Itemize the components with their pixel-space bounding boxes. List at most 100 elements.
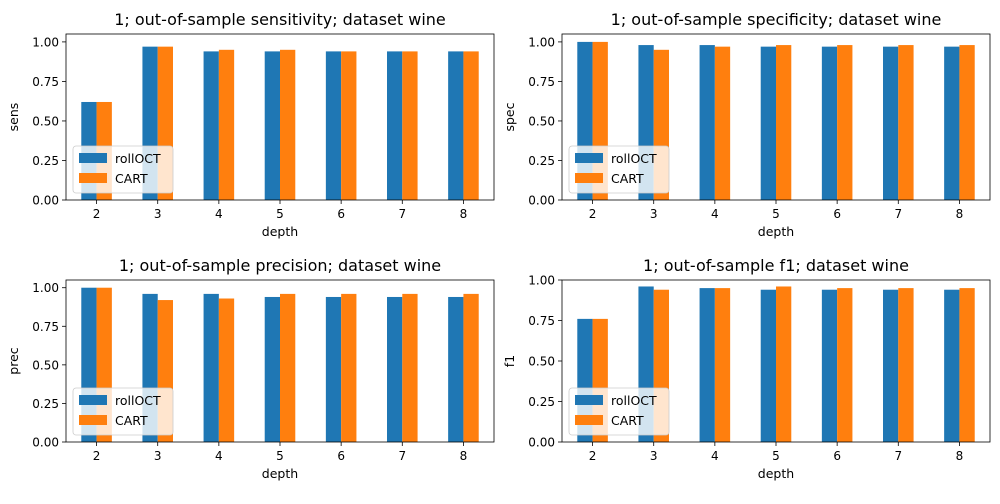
y-axis-label: sens [6, 103, 21, 132]
y-tick-label: 1.00 [528, 274, 555, 288]
y-axis-label: prec [6, 347, 21, 374]
x-tick-label: 6 [833, 449, 841, 463]
x-tick-label: 4 [215, 207, 223, 221]
bar-CART-depth-5 [280, 293, 296, 442]
x-tick-label: 4 [215, 449, 223, 463]
x-tick-label: 2 [93, 207, 101, 221]
bar-CART-depth-7 [898, 45, 914, 200]
bar-rollOCT-depth-6 [325, 51, 342, 200]
legend-swatch-CART [79, 173, 107, 183]
legend-label-CART: CART [611, 171, 644, 186]
bar-CART-depth-6 [837, 288, 853, 442]
x-tick-label: 2 [589, 449, 597, 463]
bar-rollOCT-depth-5 [760, 46, 776, 201]
y-tick-label: 0.75 [528, 75, 555, 89]
bar-CART-depth-4 [714, 288, 731, 442]
x-tick-label: 2 [589, 207, 597, 221]
y-tick-label: 0.00 [32, 194, 59, 208]
x-tick-label: 6 [337, 449, 345, 463]
bar-rollOCT-depth-8 [448, 296, 464, 442]
legend-swatch-rollOCT [79, 395, 107, 405]
bar-CART-depth-8 [959, 288, 975, 442]
y-tick-label: 0.75 [32, 320, 59, 334]
bar-rollOCT-depth-4 [699, 288, 715, 442]
x-tick-label: 2 [93, 449, 101, 463]
legend-label-CART: CART [611, 413, 644, 428]
legend-label-CART: CART [115, 413, 148, 428]
bar-CART-depth-6 [341, 293, 357, 442]
y-tick-label: 0.50 [528, 355, 555, 369]
y-tick-label: 0.25 [528, 395, 555, 409]
x-tick-label: 8 [460, 207, 468, 221]
bar-CART-depth-5 [776, 45, 792, 200]
x-tick-label: 8 [460, 449, 468, 463]
x-tick-label: 7 [894, 449, 902, 463]
bar-rollOCT-depth-5 [264, 296, 280, 442]
x-tick-label: 4 [711, 207, 719, 221]
x-tick-label: 7 [398, 207, 406, 221]
legend: rollOCT CART [568, 145, 670, 194]
chart-panel-4: 2 3 4 5 6 7 8 0.00 0.25 0.50 0.75 1.00 1; out-of-sam… [502, 256, 991, 481]
bar-rollOCT-depth-6 [821, 289, 838, 442]
bar-CART-depth-6 [341, 51, 357, 200]
chart-panel-3: 2 3 4 5 6 7 8 0.00 0.25 0.50 0.75 1.00 1; out-of-sam… [6, 256, 495, 481]
bar-CART-depth-5 [776, 286, 792, 442]
y-tick-label: 1.00 [32, 35, 59, 49]
bar-CART-depth-6 [837, 45, 853, 200]
legend-swatch-CART [575, 173, 603, 183]
bar-rollOCT-depth-4 [203, 293, 219, 442]
x-tick-label: 6 [337, 207, 345, 221]
legend-label-rollOCT: rollOCT [611, 393, 657, 408]
x-tick-label: 7 [398, 449, 406, 463]
x-tick-label: 5 [276, 449, 284, 463]
x-tick-label: 5 [772, 207, 780, 221]
x-axis-label: depth [758, 224, 794, 239]
y-tick-label: 1.00 [528, 35, 555, 49]
x-tick-label: 7 [894, 207, 902, 221]
bar-rollOCT-depth-7 [883, 289, 899, 442]
legend-label-rollOCT: rollOCT [115, 151, 161, 166]
y-tick-label: 0.75 [528, 314, 555, 328]
bar-CART-depth-8 [463, 293, 479, 442]
y-tick-label: 0.00 [32, 436, 59, 450]
legend: rollOCT CART [72, 387, 174, 436]
x-tick-label: 3 [154, 207, 162, 221]
legend-label-rollOCT: rollOCT [611, 151, 657, 166]
bar-rollOCT-depth-7 [387, 296, 403, 442]
legend-swatch-rollOCT [79, 153, 107, 163]
bar-rollOCT-depth-8 [448, 51, 464, 200]
bar-rollOCT-depth-8 [944, 46, 960, 201]
chart-title: 1; out-of-sample specificity; dataset wi… [611, 10, 942, 29]
bar-rollOCT-depth-7 [387, 51, 403, 200]
bar-rollOCT-depth-6 [325, 296, 342, 442]
chart-panel-2: 2 3 4 5 6 7 8 0.00 0.25 0.50 0.75 1.00 1; out-of-sam… [502, 10, 991, 239]
x-tick-label: 8 [956, 207, 964, 221]
chart-title: 1; out-of-sample sensitivity; dataset wi… [114, 10, 446, 29]
y-axis-label: spec [502, 102, 517, 131]
bar-rollOCT-depth-6 [821, 46, 838, 201]
legend-swatch-CART [575, 415, 603, 425]
bar-rollOCT-depth-8 [944, 289, 960, 442]
x-tick-label: 3 [650, 449, 658, 463]
bar-CART-depth-4 [714, 46, 731, 201]
bar-rollOCT-depth-7 [883, 46, 899, 201]
y-tick-label: 0.00 [528, 194, 555, 208]
x-tick-label: 8 [956, 449, 964, 463]
bar-rollOCT-depth-4 [203, 51, 219, 200]
legend: rollOCT CART [568, 387, 670, 436]
chart-title: 1; out-of-sample f1; dataset wine [643, 256, 909, 275]
y-tick-label: 0.00 [528, 436, 555, 450]
bar-CART-depth-7 [402, 293, 418, 442]
bar-CART-depth-5 [280, 49, 296, 201]
legend-swatch-rollOCT [575, 395, 603, 405]
y-tick-label: 0.25 [32, 397, 59, 411]
x-tick-label: 6 [833, 207, 841, 221]
x-axis-label: depth [262, 466, 298, 481]
y-tick-label: 0.25 [32, 154, 59, 168]
y-tick-label: 0.50 [528, 114, 555, 128]
legend-label-CART: CART [115, 171, 148, 186]
x-axis-label: depth [262, 224, 298, 239]
bar-CART-depth-4 [218, 49, 235, 201]
